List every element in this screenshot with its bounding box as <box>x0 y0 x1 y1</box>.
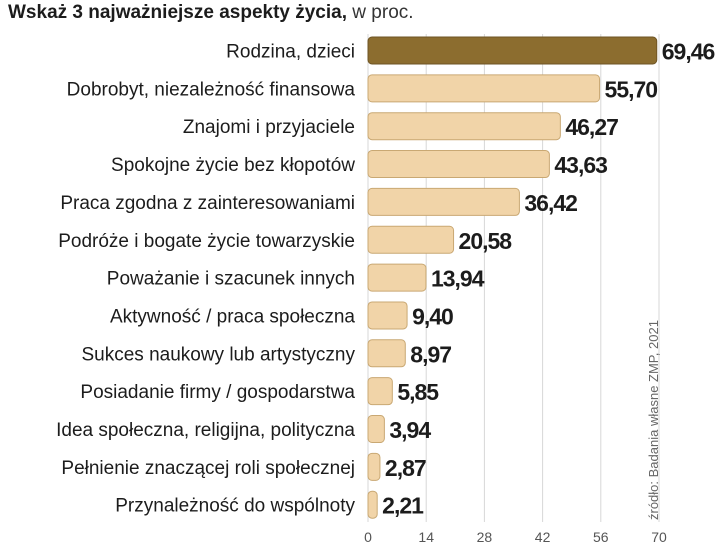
category-label: Posiadanie firmy / gospodarstwa <box>80 382 355 403</box>
value-label: 5,85 <box>397 379 439 405</box>
category-label: Sukces naukowy lub artystyczny <box>81 344 355 365</box>
value-label: 36,42 <box>524 190 577 216</box>
category-label: Znajomi i przyjaciele <box>183 117 355 138</box>
bar <box>367 339 406 368</box>
value-label: 20,58 <box>459 228 513 254</box>
category-label: Rodzina, dzieci <box>226 42 355 63</box>
value-label: 43,63 <box>554 152 607 178</box>
category-label: Przynależność do wspólnoty <box>115 496 355 517</box>
bar <box>367 225 455 254</box>
source-note: źródło: Badania własne ZMP, 2021 <box>646 320 661 520</box>
bar <box>367 36 658 65</box>
x-tick-label: 14 <box>418 529 434 545</box>
value-label: 9,40 <box>412 303 453 329</box>
bar <box>367 490 378 519</box>
bar <box>367 452 381 481</box>
category-label: Pełnienie znaczącej roli społecznej <box>61 458 355 479</box>
bar <box>367 187 520 216</box>
category-label: Poważanie i szacunek innych <box>107 269 355 290</box>
category-label: Spokojne życie bez kłopotów <box>111 155 355 176</box>
value-label: 13,94 <box>431 266 485 292</box>
chart-title-unit: w proc. <box>347 2 414 23</box>
category-label: Idea społeczna, religijna, polityczna <box>56 420 355 441</box>
value-label: 2,21 <box>382 493 424 519</box>
bar <box>367 263 427 292</box>
value-label: 3,94 <box>389 417 431 443</box>
chart-title: Wskaż 3 najważniejsze aspekty życia, w p… <box>8 2 414 24</box>
value-label: 8,97 <box>410 341 451 367</box>
category-label: Aktywność / praca społeczna <box>110 306 355 327</box>
bar <box>367 415 385 443</box>
chart-title-main: Wskaż 3 najważniejsze aspekty życia, <box>8 2 348 23</box>
value-label: 46,27 <box>565 114 618 140</box>
x-tick-label: 42 <box>535 529 551 545</box>
value-label: 69,46 <box>662 39 715 65</box>
value-label: 55,70 <box>605 76 658 102</box>
x-tick-label: 70 <box>651 529 667 545</box>
bar <box>367 112 561 141</box>
bar <box>367 150 550 179</box>
bar <box>367 74 601 103</box>
bar <box>367 301 408 330</box>
category-label: Praca zgodna z zainteresowaniami <box>60 193 355 214</box>
x-tick-label: 0 <box>364 529 372 545</box>
value-label: 2,87 <box>385 455 426 481</box>
category-label: Podróże i bogate życie towarzyskie <box>58 231 355 252</box>
x-tick-label: 56 <box>593 529 609 545</box>
bar <box>367 377 393 406</box>
category-label: Dobrobyt, niezależność finansowa <box>67 79 356 100</box>
x-tick-label: 28 <box>477 529 493 545</box>
